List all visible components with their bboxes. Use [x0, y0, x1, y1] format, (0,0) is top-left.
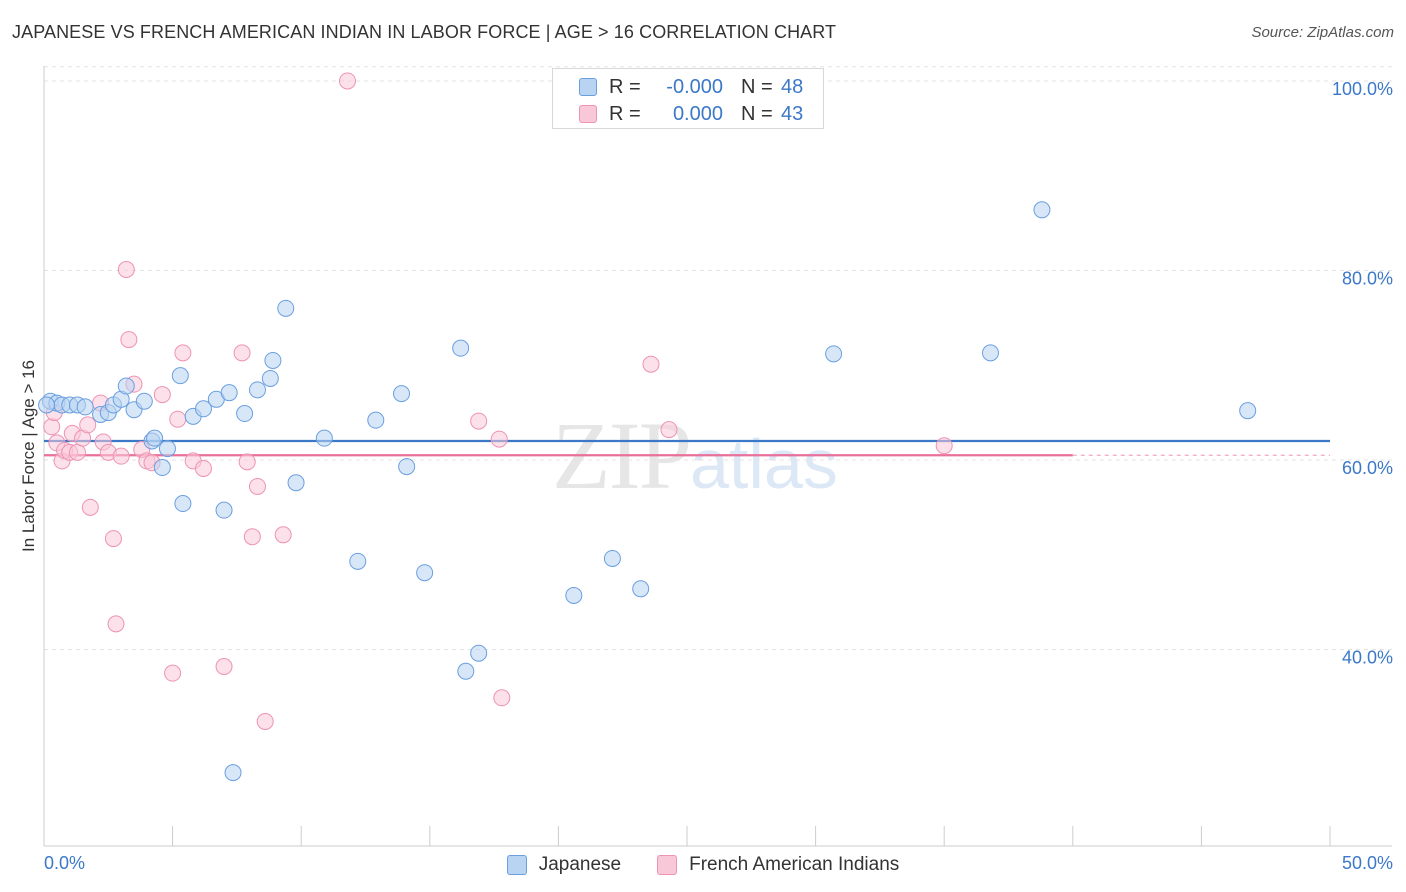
- r-value: -0.000: [666, 75, 723, 98]
- japanese-point: [76, 398, 94, 416]
- japanese-point: [146, 429, 164, 447]
- japanese-point: [315, 429, 333, 447]
- legend-item-japanese[interactable]: Japanese: [506, 854, 622, 876]
- french-point: [104, 530, 122, 548]
- french-point: [274, 526, 292, 544]
- japanese-point: [1033, 201, 1051, 219]
- japanese-point: [825, 345, 843, 363]
- japanese-point: [194, 400, 212, 418]
- japanese-point: [632, 580, 650, 598]
- r-label: R =: [609, 75, 641, 98]
- japanese-point: [393, 385, 411, 403]
- correlation-legend: R = -0.000 N = 48 R = 0.000 N = 43: [552, 68, 824, 129]
- french-point: [248, 477, 266, 495]
- french-point: [194, 459, 212, 477]
- japanese-point: [135, 392, 153, 410]
- x-tick-label: 50.0%: [1342, 853, 1393, 873]
- n-value: 43: [781, 102, 804, 125]
- legend-label-japanese: Japanese: [538, 854, 622, 875]
- series-legend: Japanese French American Indians: [0, 852, 1406, 878]
- french-point: [493, 689, 511, 707]
- french-point: [215, 658, 233, 676]
- french-point: [174, 344, 192, 362]
- y-tick-label: 80.0%: [1342, 268, 1393, 288]
- french-point: [81, 498, 99, 516]
- japanese-point: [603, 549, 621, 567]
- y-axis-label: In Labor Force | Age > 16: [19, 360, 38, 552]
- french-point: [238, 453, 256, 471]
- n-label: N =: [741, 102, 773, 125]
- chart-title: JAPANESE VS FRENCH AMERICAN INDIAN IN LA…: [12, 22, 837, 42]
- y-tick-label: 100.0%: [1332, 79, 1393, 99]
- french-point: [117, 261, 135, 279]
- french-point: [169, 410, 187, 428]
- french-point: [470, 412, 488, 430]
- source-label: Source: ZipAtlas.com: [1251, 24, 1394, 41]
- watermark-atlas: atlas: [690, 425, 838, 503]
- japanese-point: [117, 377, 135, 395]
- r-label: R =: [609, 102, 641, 125]
- french-point: [107, 615, 125, 633]
- french-point: [68, 443, 86, 461]
- japanese-point: [565, 586, 583, 604]
- japanese-point: [277, 299, 295, 317]
- japanese-point: [171, 367, 189, 385]
- japanese-point: [470, 644, 488, 662]
- japanese-point: [174, 495, 192, 513]
- french-swatch: [579, 105, 597, 123]
- legend-row-japanese: R = -0.000 N = 48: [579, 75, 803, 99]
- japanese-point: [38, 396, 56, 414]
- japanese-point: [158, 440, 176, 458]
- japanese-point: [416, 564, 434, 582]
- legend-row-french: R = 0.000 N = 43: [579, 102, 803, 126]
- french-point: [338, 72, 356, 90]
- n-label: N =: [741, 75, 773, 98]
- japanese-point: [264, 351, 282, 369]
- x-tick-label: 0.0%: [44, 853, 85, 873]
- japanese-point: [398, 458, 416, 476]
- legend-item-french[interactable]: French American Indians: [657, 854, 899, 876]
- japanese-point: [457, 662, 475, 680]
- japanese-point: [153, 459, 171, 477]
- japanese-swatch: [506, 855, 527, 875]
- japanese-point: [248, 381, 266, 399]
- japanese-point: [236, 405, 254, 423]
- french-point: [112, 447, 130, 465]
- french-point: [660, 421, 678, 439]
- french-point: [233, 344, 251, 362]
- french-point: [256, 712, 274, 730]
- japanese-swatch: [579, 78, 597, 96]
- tick-labels: 40.0% 60.0% 80.0% 100.0% 0.0% 50.0%: [44, 79, 1393, 873]
- french-swatch: [657, 855, 678, 875]
- french-point: [120, 331, 138, 349]
- japanese-point: [981, 344, 999, 362]
- legend-label-french: French American Indians: [689, 854, 900, 875]
- japanese-point: [224, 764, 242, 782]
- japanese-point: [367, 411, 385, 429]
- japanese-point: [287, 474, 305, 492]
- french-point: [164, 664, 182, 682]
- japanese-point: [261, 369, 279, 387]
- japanese-point: [452, 339, 470, 357]
- r-value: 0.000: [672, 102, 723, 125]
- y-tick-label: 60.0%: [1342, 458, 1393, 478]
- french-point: [490, 430, 508, 448]
- french-point: [935, 437, 953, 455]
- japanese-point: [349, 552, 367, 570]
- n-value: 48: [781, 75, 804, 98]
- japanese-point: [215, 501, 233, 519]
- french-point: [243, 528, 261, 546]
- french-point: [153, 386, 171, 404]
- japanese-point: [1239, 402, 1257, 420]
- french-point: [43, 418, 61, 436]
- japanese-point: [220, 384, 238, 402]
- french-point: [79, 416, 97, 434]
- trend-lines: [44, 439, 1330, 457]
- y-tick-label: 40.0%: [1342, 647, 1393, 667]
- french-point: [642, 355, 660, 373]
- data-points: [38, 72, 1257, 782]
